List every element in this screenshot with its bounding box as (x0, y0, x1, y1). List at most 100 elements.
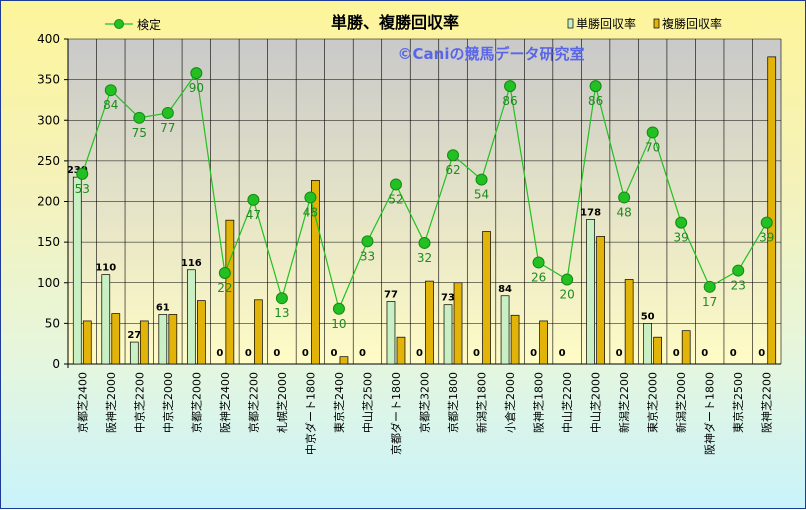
category-label: 阪神芝2000 (104, 372, 118, 433)
bar-value-label: 50 (641, 311, 655, 322)
kentei-point (275, 292, 288, 305)
kentei-label: 90 (189, 81, 204, 95)
kentei-point (218, 267, 231, 279)
kentei-label: 10 (331, 317, 346, 331)
kentei-point (561, 273, 574, 286)
watermark: ©Caniの競馬データ研究室 (398, 45, 585, 63)
legend-swatch-fukusho (653, 18, 660, 29)
category-label: 中京芝2200 (132, 372, 146, 433)
bar-tansho (643, 323, 653, 365)
bar-tansho (500, 295, 510, 365)
kentei-label: 32 (417, 251, 432, 265)
bar-fukusho (425, 280, 434, 365)
kentei-point (76, 167, 89, 180)
kentei-label: 86 (588, 94, 603, 108)
kentei-label: 54 (474, 188, 489, 202)
kentei-point (732, 264, 745, 277)
bar-value-label: 0 (530, 348, 537, 359)
bar-fukusho (653, 336, 663, 365)
bar-fukusho (225, 219, 235, 365)
bar-fukusho (453, 282, 463, 365)
kentei-label: 17 (702, 295, 717, 309)
bar-value-label: 0 (701, 348, 708, 359)
kentei-point (389, 178, 402, 191)
bar-fukusho (596, 236, 605, 365)
kentei-point (104, 84, 117, 97)
bar-value-label: 61 (156, 302, 170, 313)
bar-tansho (443, 304, 453, 365)
bar-value-label: 0 (359, 348, 366, 359)
bar-tansho (158, 314, 168, 365)
bar-fukusho (339, 356, 349, 365)
legend: 検定 単勝回収率 複勝回収率 (105, 16, 722, 32)
bar-fukusho (482, 231, 491, 365)
legend-marker (114, 19, 124, 29)
category-label: 中京ダート1800 (303, 372, 317, 455)
kentei-label: 84 (103, 98, 118, 112)
kentei-label: 70 (645, 140, 660, 154)
bar-value-label: 0 (273, 348, 280, 359)
category-label: 新潟芝2200 (617, 372, 631, 433)
bar-fukusho (254, 299, 263, 365)
bar-fukusho (311, 180, 320, 365)
bar-value-label: 73 (441, 293, 455, 304)
kentei-label: 47 (246, 208, 261, 222)
y-tick-label: 400 (37, 32, 60, 46)
bar-tansho (72, 176, 82, 365)
kentei-point (418, 236, 431, 249)
kentei-label: 22 (217, 281, 232, 295)
category-label: 京都芝2000 (189, 372, 203, 433)
kentei-point (589, 80, 602, 93)
category-label: 新潟芝1800 (475, 372, 489, 433)
y-tick-label: 0 (52, 357, 60, 371)
y-tick-label: 150 (37, 235, 60, 249)
category-label: 阪神芝2200 (760, 372, 774, 433)
kentei-point (675, 216, 688, 229)
category-label: 小倉芝2000 (503, 372, 517, 433)
kentei-point (504, 80, 517, 93)
bar-value-label: 84 (498, 284, 512, 295)
bar-tansho (186, 269, 196, 365)
kentei-label: 20 (559, 288, 574, 302)
category-label: 中山芝2000 (590, 372, 603, 433)
kentei-label: 62 (445, 163, 460, 177)
y-tick-label: 300 (37, 113, 60, 127)
bar-value-label: 0 (730, 348, 737, 359)
bar-fukusho (82, 320, 92, 365)
y-tick-label: 100 (37, 276, 60, 290)
bar-value-label: 110 (95, 263, 116, 274)
category-label: 新潟芝2000 (674, 372, 688, 433)
bar-fukusho (111, 313, 121, 365)
category-label: 東京芝2000 (646, 372, 660, 433)
y-tick-label: 250 (37, 154, 60, 168)
bar-fukusho (168, 314, 178, 365)
category-label: 京都芝3200 (418, 372, 432, 433)
kentei-label: 52 (388, 192, 403, 206)
y-tick-label: 350 (37, 73, 60, 87)
y-tick-label: 200 (37, 195, 60, 209)
kentei-point (190, 67, 203, 80)
bar-fukusho (539, 320, 548, 365)
kentei-point (475, 173, 488, 186)
kentei-point (133, 111, 146, 124)
bar-fukusho (396, 336, 406, 365)
category-label: 阪神芝2400 (218, 372, 232, 433)
kentei-point (532, 256, 545, 269)
kentei-label: 39 (674, 231, 689, 245)
bar-value-label: 0 (245, 348, 252, 359)
bar-value-label: 0 (758, 348, 765, 359)
kentei-point (646, 126, 659, 139)
kentei-point (332, 302, 345, 315)
bar-fukusho (767, 56, 777, 365)
bar-fukusho (196, 300, 206, 365)
kentei-point (161, 106, 174, 119)
legend-label-tansho: 単勝回収率 (576, 16, 636, 31)
kentei-label: 26 (531, 270, 546, 284)
bar-fukusho (510, 314, 520, 365)
bar-value-label: 0 (616, 348, 623, 359)
legend-swatch-tansho (567, 18, 574, 29)
y-tick-label: 50 (45, 316, 60, 330)
bar-value-label: 0 (473, 348, 480, 359)
kentei-point (703, 280, 716, 293)
category-label: 中京芝2000 (161, 372, 175, 433)
